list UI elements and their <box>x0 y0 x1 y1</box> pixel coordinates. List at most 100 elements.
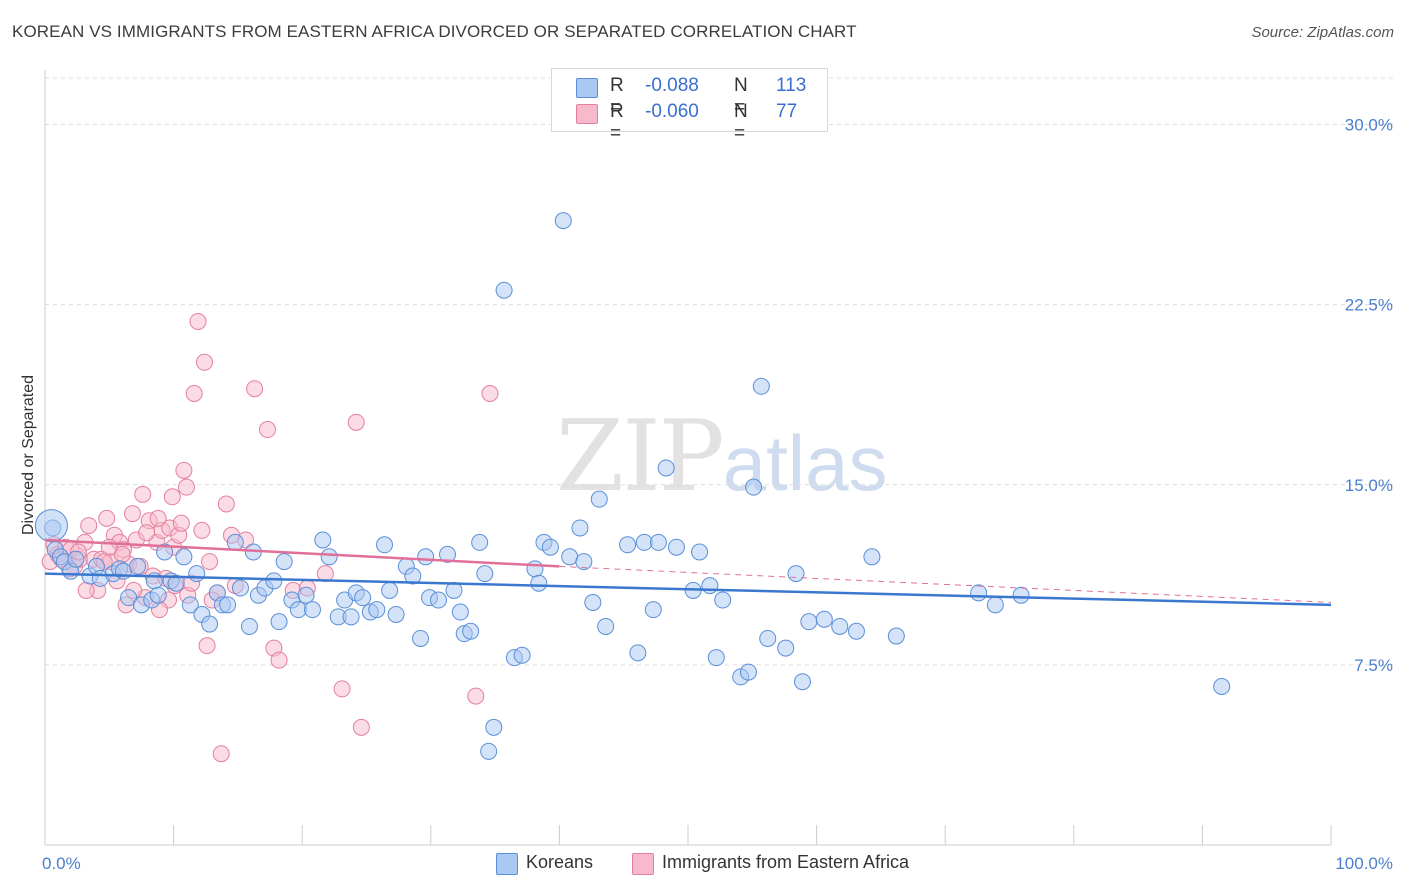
y-tick-label: 7.5% <box>1354 656 1393 675</box>
korean-point <box>480 742 498 760</box>
eastern-africa-point <box>481 385 499 403</box>
korean-point <box>275 553 293 571</box>
korean-point <box>745 478 763 496</box>
legend-r-value: -0.088 <box>645 75 699 96</box>
y-tick-label: 30.0% <box>1345 116 1393 135</box>
korean-point <box>476 565 494 583</box>
eastern-africa-point <box>123 505 141 523</box>
korean-point <box>590 490 608 508</box>
eastern-africa-point <box>98 509 116 527</box>
korean-point <box>289 601 307 619</box>
korean-point <box>201 615 219 633</box>
korean-point <box>451 603 469 621</box>
korean-point <box>34 509 68 543</box>
eastern-africa-point <box>134 485 152 503</box>
korean-point <box>149 586 167 604</box>
y-tick-label: 22.5% <box>1345 296 1393 315</box>
korean-point <box>181 596 199 614</box>
korean-point <box>800 613 818 631</box>
eastern-africa-trend-extension <box>559 565 1332 603</box>
legend-r-label: R = <box>610 75 624 118</box>
watermark-zip: ZIP <box>556 400 725 514</box>
eastern-africa-point <box>201 553 219 571</box>
korean-point <box>701 577 719 595</box>
korean-point <box>240 617 258 635</box>
korean-point <box>156 543 174 561</box>
korean-point <box>759 629 777 647</box>
eastern-africa-point <box>352 718 370 736</box>
korean-point <box>219 596 237 614</box>
korean-point <box>485 718 503 736</box>
korean-point <box>752 377 770 395</box>
eastern-africa-point <box>246 380 264 398</box>
eastern-africa-point <box>467 687 485 705</box>
korean-point <box>462 622 480 640</box>
korean-point <box>417 548 435 566</box>
korean-point <box>793 673 811 691</box>
axes <box>44 70 1331 846</box>
eastern-africa-trend-line <box>44 538 560 568</box>
korean-point <box>387 605 405 623</box>
korean-point <box>303 601 321 619</box>
eastern-africa-point <box>217 495 235 513</box>
bottom-legend-swatch-koreans <box>496 853 518 875</box>
eastern-africa-point <box>138 524 156 542</box>
legend-n-label: N = <box>734 75 748 118</box>
bottom-legend-swatch-eastern-africa <box>632 853 654 875</box>
legend-r-label: R = <box>610 101 624 144</box>
legend-r-value: -0.060 <box>645 101 699 122</box>
korean-point <box>541 538 559 556</box>
korean-point <box>404 567 422 585</box>
eastern-africa-point <box>163 488 181 506</box>
korean-point <box>831 617 849 635</box>
korean-point <box>129 557 147 575</box>
eastern-africa-point <box>258 421 276 439</box>
korean-point <box>381 581 399 599</box>
korean-point <box>167 574 185 592</box>
y-tick-labels: 7.5% 15.0% 22.5% 30.0% <box>1345 116 1393 675</box>
korean-point <box>231 579 249 597</box>
korean-point <box>67 550 85 568</box>
korean-point <box>644 601 662 619</box>
y-tick-label: 15.0% <box>1345 476 1393 495</box>
korean-point <box>667 538 685 556</box>
korean-point <box>526 560 544 578</box>
korean-point <box>265 572 283 590</box>
korean-point <box>439 545 457 563</box>
bottom-legend-label-koreans: Koreans <box>526 852 594 872</box>
korean-point <box>635 533 653 551</box>
korean-point <box>342 608 360 626</box>
korean-point <box>561 548 579 566</box>
korean-point <box>584 593 602 611</box>
korean-point <box>188 565 206 583</box>
korean-point <box>412 629 430 647</box>
eastern-africa-point <box>193 521 211 539</box>
eastern-africa-point <box>149 509 167 527</box>
stats-legend: R = -0.088 N = 113 R = -0.060 N = 77 <box>551 68 828 144</box>
legend-n-label: N = <box>734 101 748 144</box>
trend-lines <box>44 538 1332 607</box>
eastern-africa-point <box>189 312 207 330</box>
grid-lines <box>45 77 1393 666</box>
y-axis-label: Divorced or Separated <box>20 375 37 535</box>
korean-trend-line <box>44 572 1332 607</box>
korean-point <box>787 565 805 583</box>
eastern-africa-point <box>175 461 193 479</box>
korean-point <box>226 533 244 551</box>
korean-point <box>320 548 338 566</box>
korean-point <box>495 281 513 299</box>
korean-point <box>513 646 531 664</box>
korean-point <box>120 589 138 607</box>
eastern-africa-point <box>212 745 230 763</box>
eastern-africa-point <box>270 651 288 669</box>
korean-point <box>575 553 593 571</box>
korean-point <box>619 536 637 554</box>
korean-point <box>887 627 905 645</box>
legend-swatch-koreans <box>576 78 598 98</box>
korean-point <box>314 531 332 549</box>
eastern-africa-points <box>41 312 499 763</box>
legend-n-value: 113 <box>776 75 807 96</box>
korean-point <box>571 519 589 537</box>
eastern-africa-point <box>347 413 365 431</box>
